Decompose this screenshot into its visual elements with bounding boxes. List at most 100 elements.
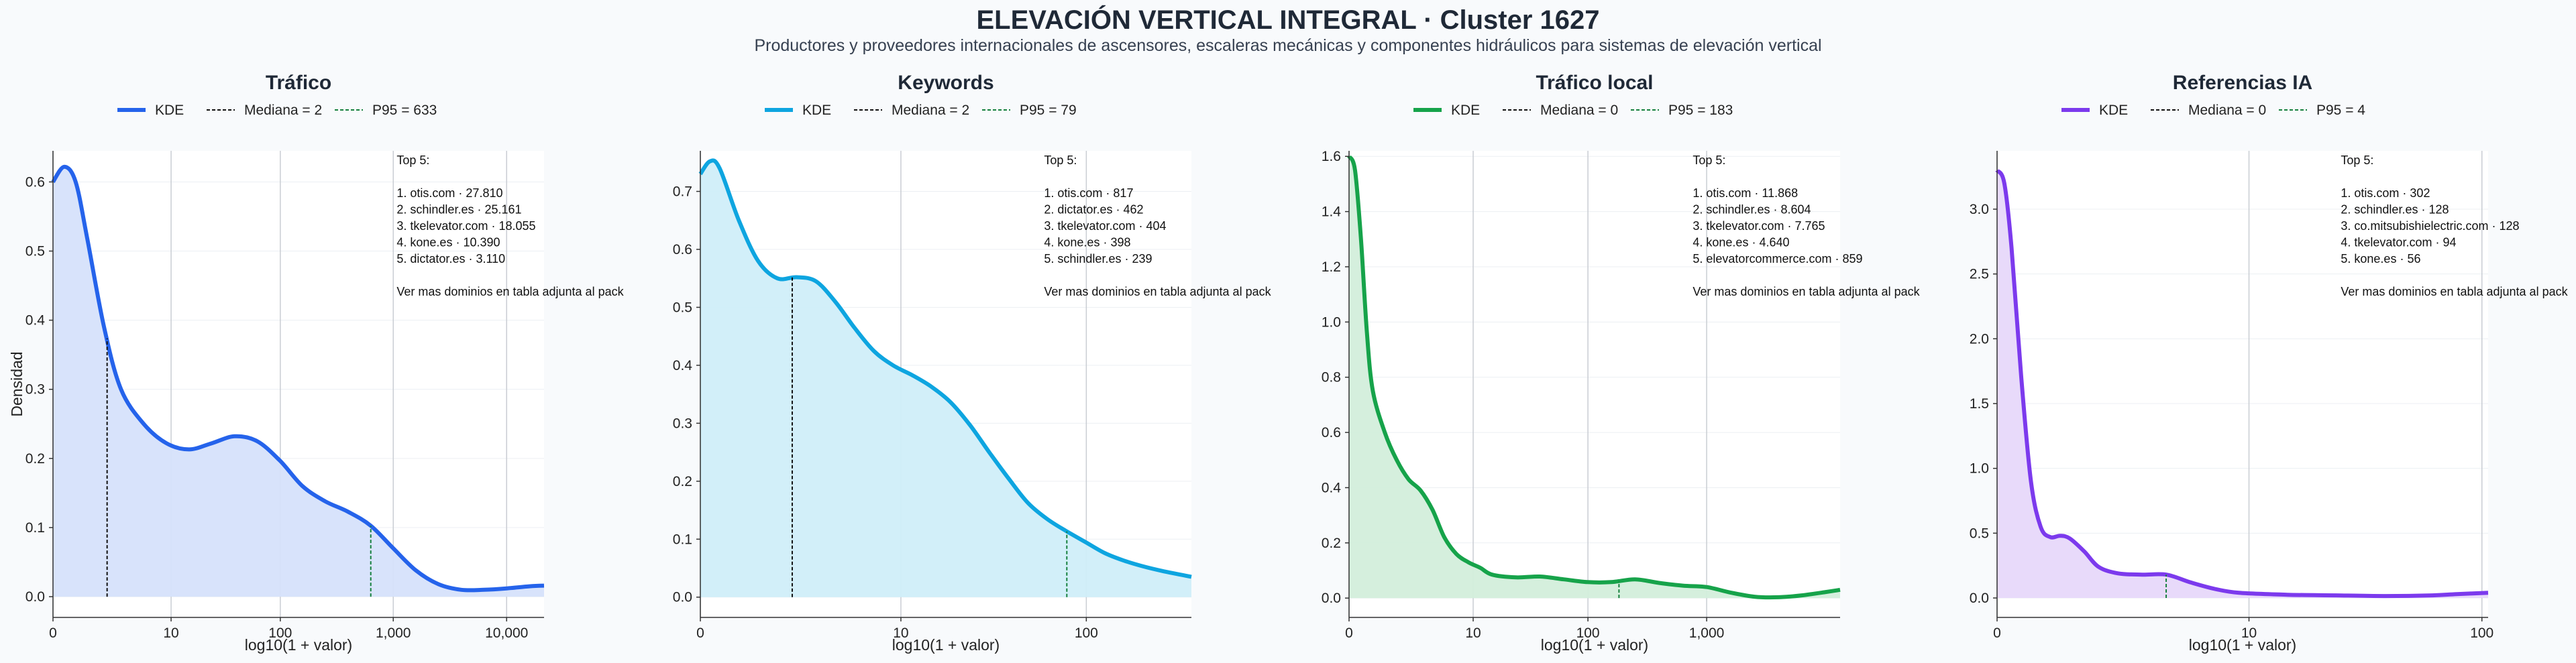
x-tick-label: 0 — [1993, 625, 2001, 641]
chart-title: Keywords — [898, 72, 994, 94]
y-tick-label: 0.2 — [673, 474, 692, 489]
kde-area — [53, 166, 544, 597]
kde-line — [1995, 169, 2489, 599]
x-tick-label: 10,000 — [485, 625, 528, 641]
x-tick-label: 10 — [2241, 625, 2257, 641]
plot-area — [1997, 151, 2488, 617]
y-tick-label: 1.4 — [1322, 204, 1342, 220]
chart-panel-keywords: 0.0 0.1 0.2 0.3 0.4 0.5 0.6 0.7 0 10 100 log10(1 + … — [673, 72, 1272, 654]
y-tick-label: 0.1 — [673, 532, 692, 547]
top5-annotation-line: 2. schindler.es · 128 — [2341, 203, 2449, 217]
top5-annotation-line: 1. otis.com · 817 — [1044, 186, 1133, 200]
chart-panel-referencias-ia: 0.0 0.5 1.0 1.5 2.0 2.5 3.0 0 10 100 log10(1 + val… — [1970, 72, 2569, 654]
top5-annotation-line: 3. co.mitsubishielectric.com · 128 — [2341, 219, 2519, 233]
top5-annotation-line: Top 5: — [2341, 154, 2373, 167]
legend-kde-label: KDE — [2099, 103, 2128, 118]
x-tick-label: 0 — [1345, 625, 1353, 641]
x-tick-label: 0 — [696, 625, 704, 641]
page-title: ELEVACIÓN VERTICAL INTEGRAL · Cluster 16… — [976, 5, 1600, 35]
top5-annotation-line: 2. schindler.es · 25.161 — [396, 203, 521, 217]
kde-area — [1349, 156, 1840, 599]
x-axis-label: log10(1 + valor) — [1541, 636, 1648, 654]
top5-annotation-line: 2. dictator.es · 462 — [1044, 203, 1143, 217]
top5-annotation-line: 5. dictator.es · 3.110 — [396, 252, 505, 265]
top5-annotation-line: Top 5: — [396, 154, 429, 167]
x-tick-label: 10 — [1465, 625, 1481, 641]
y-tick-label: 0.0 — [1322, 591, 1341, 606]
y-tick-label: 0.1 — [25, 520, 45, 536]
top5-annotation-line: Ver mas dominios en tabla adjunta al pac… — [2341, 285, 2568, 298]
y-tick-label: 1.2 — [1322, 259, 1341, 275]
y-tick-label: 1.6 — [1322, 149, 1341, 164]
y-tick-label: 0.0 — [1970, 591, 1989, 606]
x-tick-label: 100 — [2470, 625, 2493, 641]
kde-area — [700, 160, 1191, 597]
legend-median-label: Mediana = 0 — [2188, 103, 2266, 118]
top5-annotation-line: 4. kone.es · 10.390 — [396, 236, 500, 249]
x-axis-label: log10(1 + valor) — [245, 636, 352, 654]
top5-annotation-line: Ver mas dominios en tabla adjunta al pac… — [1693, 285, 1920, 298]
legend-p95-label: P95 = 633 — [372, 103, 437, 118]
page-subtitle: Productores y proveedores internacionale… — [754, 36, 1822, 55]
top5-annotation-line: 4. kone.es · 398 — [1044, 236, 1130, 249]
y-tick-label: 3.0 — [1970, 202, 1989, 217]
legend-p95-label: P95 = 4 — [2316, 103, 2365, 118]
y-tick-label: 0.8 — [1322, 370, 1341, 385]
kde-area — [1997, 170, 2488, 598]
legend-kde-label: KDE — [155, 103, 184, 118]
x-tick-label: 100 — [1576, 625, 1600, 641]
y-tick-label: 0.4 — [25, 313, 46, 328]
y-tick-label: 1.5 — [1970, 396, 1989, 412]
y-tick-label: 0.3 — [673, 416, 692, 431]
top5-annotation-line: Ver mas dominios en tabla adjunta al pac… — [396, 285, 624, 298]
top5-annotation-line: 3. tkelevator.com · 404 — [1044, 219, 1166, 233]
y-tick-label: 0.5 — [25, 244, 45, 259]
top5-annotation-line: 5. elevatorcommerce.com · 859 — [1693, 252, 1862, 265]
legend-kde-label: KDE — [802, 103, 831, 118]
x-tick-label: 10 — [893, 625, 908, 641]
top5-annotation-line: 2. schindler.es · 8.604 — [1693, 203, 1811, 217]
y-tick-label: 2.0 — [1970, 331, 1989, 347]
y-tick-label: 0.4 — [673, 358, 693, 373]
chart-title: Tráfico local — [1536, 72, 1653, 94]
x-tick-label: 1,000 — [376, 625, 411, 641]
y-tick-label: 0.7 — [673, 184, 692, 200]
chart-title: Tráfico — [266, 72, 331, 94]
top5-annotation-line: 5. kone.es · 56 — [2341, 252, 2420, 265]
chart-panel-trafico-local: 0.0 0.2 0.4 0.6 0.8 1.0 1.2 1.4 1.6 0 10 100 1,000 lo… — [1322, 72, 1921, 654]
x-axis-label: log10(1 + valor) — [892, 636, 1000, 654]
kde-line — [698, 158, 1192, 579]
y-tick-label: 0.2 — [1322, 536, 1341, 551]
chart-title: Referencias IA — [2173, 72, 2312, 94]
legend-median-label: Mediana = 2 — [244, 103, 322, 118]
top5-annotation-line: 5. schindler.es · 239 — [1044, 252, 1152, 265]
y-tick-label: 0.2 — [25, 451, 45, 467]
y-tick-label: 2.5 — [1970, 267, 1989, 282]
x-tick-label: 0 — [49, 625, 57, 641]
kde-line — [1347, 155, 1841, 600]
x-tick-label: 10 — [163, 625, 178, 641]
y-tick-label: 0.0 — [673, 590, 692, 605]
top5-annotation-line: Top 5: — [1044, 154, 1077, 167]
top5-annotation-line: 4. kone.es · 4.640 — [1693, 236, 1789, 249]
y-tick-label: 0.6 — [25, 174, 45, 190]
top5-annotation-line: Top 5: — [1693, 154, 1725, 167]
top5-annotation-line: 1. otis.com · 302 — [2341, 186, 2430, 200]
y-tick-label: 0.6 — [1322, 425, 1341, 440]
y-tick-label: 0.4 — [1322, 480, 1342, 495]
x-axis-label: log10(1 + valor) — [2189, 636, 2296, 654]
y-tick-label: 0.5 — [1970, 526, 1989, 541]
x-tick-label: 1,000 — [1689, 625, 1725, 641]
kde-line — [51, 164, 545, 593]
chart-panel-trafico: 0.0 0.1 0.2 0.3 0.4 0.5 0.6 0 10 100 1,000 10,000 lo… — [8, 72, 625, 654]
top5-annotation-line: 3. tkelevator.com · 7.765 — [1693, 219, 1825, 233]
legend-median-label: Mediana = 0 — [1540, 103, 1618, 118]
legend-p95-label: P95 = 183 — [1668, 103, 1733, 118]
x-tick-label: 100 — [268, 625, 292, 641]
y-tick-label: 1.0 — [1970, 461, 1989, 477]
top5-annotation-line: 4. tkelevator.com · 94 — [2341, 236, 2456, 249]
top5-annotation-line: 1. otis.com · 27.810 — [396, 186, 502, 200]
y-tick-label: 0.3 — [25, 382, 45, 398]
legend-p95-label: P95 = 79 — [1020, 103, 1077, 118]
